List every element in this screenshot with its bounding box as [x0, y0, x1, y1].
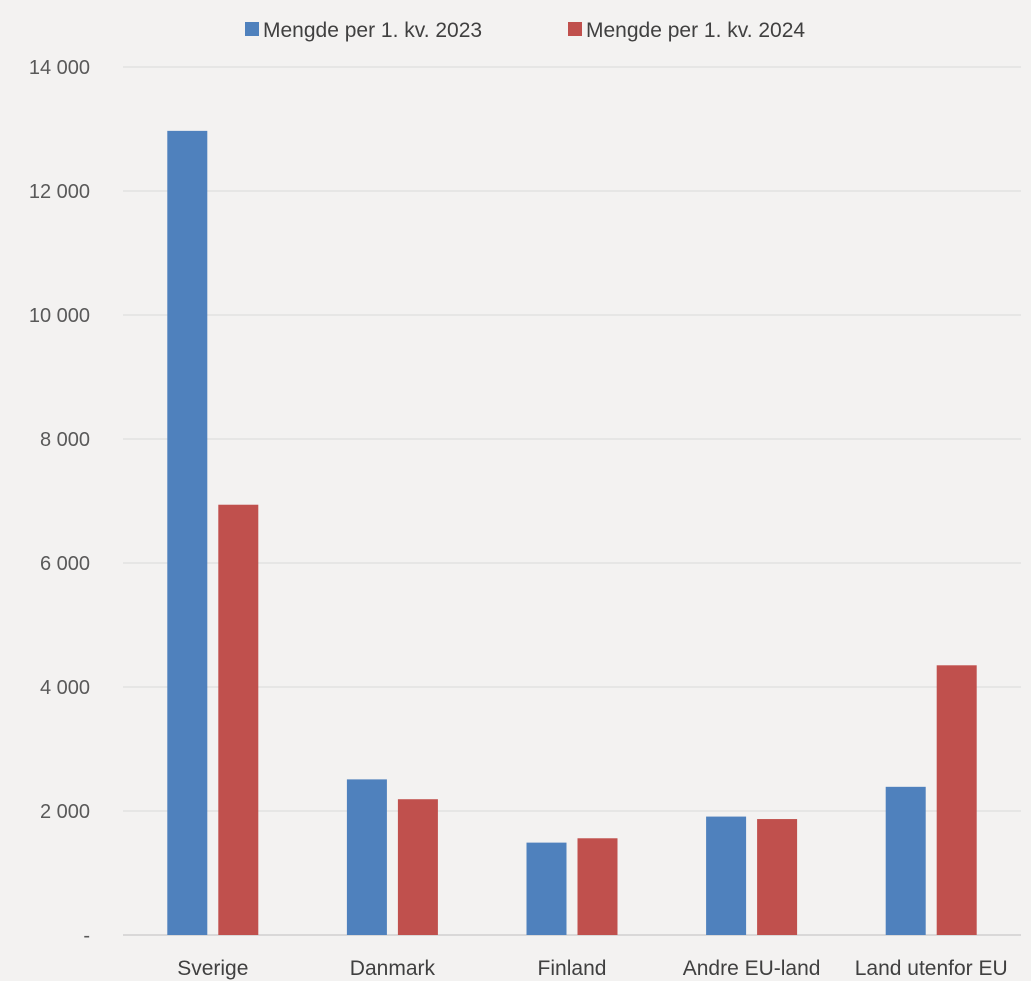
x-axis: Sverige Danmark Finland Andre EU-land Land u… [177, 957, 1007, 980]
y-tick-label: 12 000 [29, 181, 90, 203]
y-tick-label: 4 000 [40, 677, 90, 699]
y-tick-label: 2 000 [40, 801, 90, 823]
y-tick-label: 14 000 [29, 57, 90, 79]
bar-1-danmark [346, 779, 387, 935]
legend-label: Mengde per 1. kv. 2024 [586, 19, 805, 42]
y-axis: - 2 000 4 000 6 000 8 000 10 000 12 000 14 000 [29, 57, 90, 947]
y-tick-label: 6 000 [40, 553, 90, 575]
legend-swatch [568, 22, 582, 36]
bar-2-land-utenfor-eu [936, 665, 977, 935]
bar-1-sverige [167, 130, 208, 936]
x-category-label: Sverige [177, 957, 248, 980]
bar-2-danmark [397, 799, 438, 935]
y-tick-label: - [83, 925, 90, 947]
y-tick-label: 8 000 [40, 429, 90, 451]
x-category-label: Finland [538, 957, 607, 980]
legend: Mengde per 1. kv. 2023 Mengde per 1. kv. … [245, 19, 805, 42]
bar-2-andre-eu-land [757, 819, 798, 935]
legend-label: Mengde per 1. kv. 2023 [263, 19, 482, 42]
bars [167, 130, 977, 936]
bar-1-land-utenfor-eu [885, 786, 926, 935]
x-category-label: Danmark [350, 957, 436, 980]
x-category-label: Andre EU-land [683, 957, 821, 980]
bar-2-sverige [218, 504, 259, 935]
gridlines [123, 66, 1021, 936]
bar-1-andre-eu-land [706, 816, 747, 935]
bar-2-finland [577, 838, 618, 935]
x-category-label: Land utenfor EU [855, 957, 1008, 980]
legend-swatch [245, 22, 259, 36]
bar-1-finland [526, 842, 567, 935]
y-tick-label: 10 000 [29, 305, 90, 327]
